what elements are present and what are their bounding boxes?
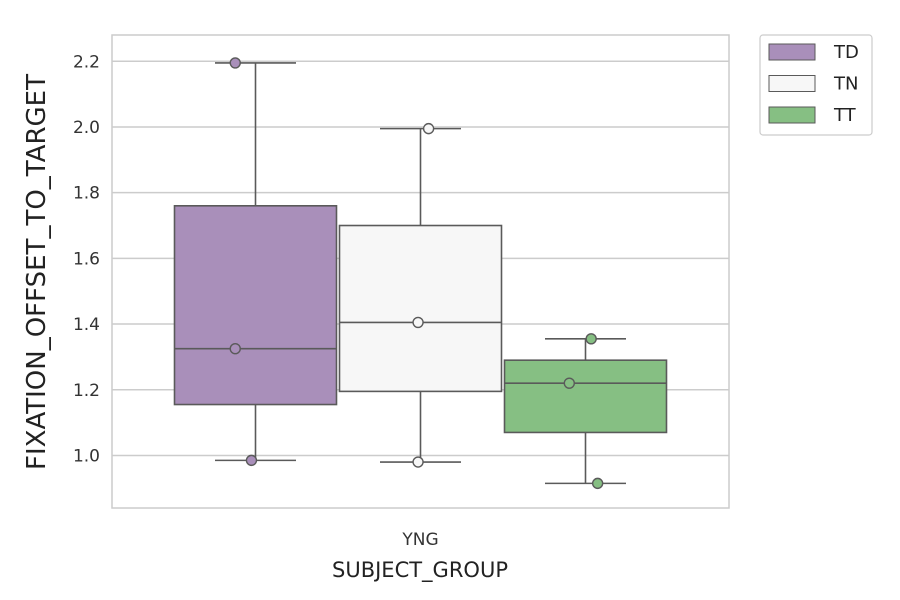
point-tn	[422, 122, 435, 135]
point-tn	[412, 316, 424, 329]
box-tt	[503, 338, 668, 485]
legend-label-td: TD	[833, 42, 859, 63]
point-td	[229, 57, 241, 69]
data-points	[229, 57, 604, 490]
box-td	[173, 62, 338, 462]
x-tick-label: YNG	[401, 530, 438, 550]
y-tick-label: 2.2	[73, 52, 100, 72]
legend-swatch-tt	[768, 106, 816, 124]
iqr-box	[338, 224, 503, 393]
point-td	[245, 454, 258, 467]
point-td	[229, 342, 241, 355]
plot-area-frame	[111, 34, 730, 509]
y-tick-label: 1.0	[73, 446, 100, 466]
legend: TD TN TT	[759, 34, 873, 136]
x-axis-title: SUBJECT_GROUP	[332, 558, 508, 583]
y-tick-label: 1.6	[73, 249, 100, 269]
point-tt	[563, 377, 575, 389]
iqr-box	[503, 359, 668, 434]
iqr-box	[173, 205, 338, 406]
point-tt	[591, 477, 604, 490]
y-tick-label: 1.4	[73, 315, 100, 335]
y-tick-labels: 1.0 1.2 1.4 1.6 1.8 2.0 2.2	[73, 52, 100, 466]
x-tick-labels: YNG	[401, 530, 438, 550]
legend-label-tn: TN	[833, 74, 858, 95]
point-tn	[412, 456, 424, 468]
legend-swatch-td	[768, 43, 816, 61]
legend-label-tt: TT	[833, 105, 857, 126]
y-axis-title: FIXATION_OFFSET_TO_TARGET	[22, 74, 52, 470]
y-tick-label: 1.2	[73, 381, 100, 401]
y-tick-label: 2.0	[73, 118, 100, 138]
legend-swatch-tn	[768, 75, 816, 92]
point-tt	[585, 333, 597, 345]
y-tick-label: 1.8	[73, 184, 100, 204]
